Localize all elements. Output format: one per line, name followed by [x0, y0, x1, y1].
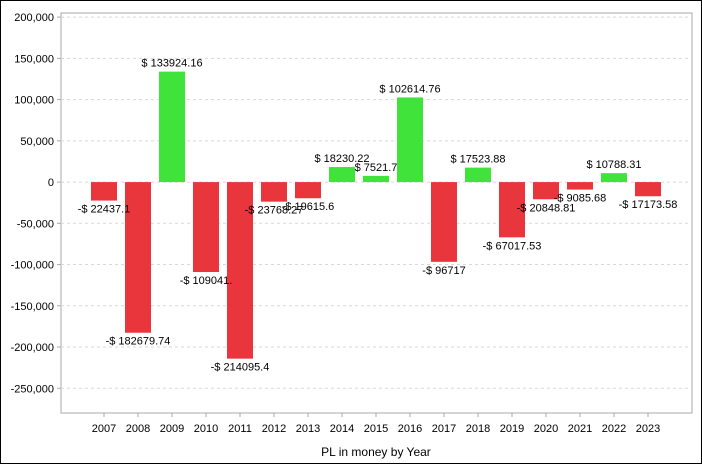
x-tick-label-2007: 2007	[92, 423, 116, 435]
data-label-2008: -$ 182679.74	[106, 336, 171, 348]
data-label-2015: $ 7521.7	[355, 162, 398, 174]
y-tick-label: 100,000	[14, 95, 54, 107]
x-axis-title: PL in money by Year	[321, 445, 431, 459]
bar-2023	[635, 182, 661, 197]
bars	[91, 71, 661, 359]
bar-2016	[397, 97, 423, 183]
y-axis-ticks: 200,000 150,000 100,000 50,000 0 -50,000 -100,…	[11, 12, 61, 395]
y-tick-label: 50,000	[20, 136, 54, 148]
x-tick-label-2016: 2016	[398, 423, 422, 435]
bar-2010	[193, 182, 219, 273]
bar-2019	[499, 182, 525, 238]
data-label-2010: -$ 109041.	[180, 275, 233, 287]
bar-2020	[533, 182, 559, 200]
x-tick-label-2019: 2019	[500, 423, 524, 435]
bar-2015	[363, 175, 389, 183]
x-tick-label-2018: 2018	[466, 423, 490, 435]
y-tick-label: 150,000	[14, 53, 54, 65]
y-tick-label: -250,000	[11, 383, 54, 395]
data-label-2019: -$ 67017.53	[483, 240, 542, 252]
data-label-2023: -$ 17173.58	[619, 199, 678, 211]
data-label-2020: -$ 20848.81	[517, 202, 576, 214]
bar-2021	[567, 182, 593, 190]
bar-2022	[601, 173, 627, 183]
bar-2013	[295, 182, 321, 199]
bar-2007	[91, 182, 117, 201]
y-tick-label: 0	[48, 177, 54, 189]
x-tick-label-2020: 2020	[534, 423, 558, 435]
y-tick-label: 200,000	[14, 12, 54, 24]
data-label-2017: -$ 96717	[422, 265, 465, 277]
bar-2012	[261, 182, 287, 202]
bar-2008	[125, 182, 151, 333]
x-tick-label-2021: 2021	[568, 423, 592, 435]
y-tick-label: -50,000	[17, 218, 54, 230]
plot-area	[60, 12, 693, 414]
bar-2014	[329, 167, 355, 183]
bar-2011	[227, 182, 253, 359]
bar-labels: -$ 22437.1 -$ 182679.74 $ 133924.16 -$ 1090…	[78, 58, 678, 374]
x-tick-label-2008: 2008	[126, 423, 150, 435]
data-label-2013: -$ 19615.6	[282, 201, 335, 213]
data-label-2016: $ 102614.76	[379, 83, 440, 95]
y-tick-label: -150,000	[11, 301, 54, 313]
y-tick-label: -100,000	[11, 260, 54, 272]
data-label-2011: -$ 214095.4	[211, 362, 270, 374]
x-tick-label-2017: 2017	[432, 423, 456, 435]
x-tick-label-2022: 2022	[602, 423, 626, 435]
data-label-2014: $ 18230.22	[314, 153, 369, 165]
x-tick-label-2012: 2012	[262, 423, 286, 435]
x-tick-label-2009: 2009	[160, 423, 184, 435]
x-tick-label-2023: 2023	[636, 423, 660, 435]
y-tick-label: -200,000	[11, 342, 54, 354]
data-label-2009: $ 133924.16	[141, 58, 202, 70]
data-label-2007: -$ 22437.1	[78, 204, 131, 216]
bar-2009	[159, 71, 185, 183]
x-tick-label-2013: 2013	[296, 423, 320, 435]
bar-2018	[465, 167, 491, 183]
x-tick-label-2014: 2014	[330, 423, 354, 435]
data-label-2022: $ 10788.31	[586, 159, 641, 171]
x-tick-label-2011: 2011	[228, 423, 252, 435]
bar-2017	[431, 182, 457, 262]
data-label-2021: -$ 9085.68	[554, 193, 607, 205]
data-label-2012: -$ 23768.27	[245, 205, 304, 217]
data-label-2018: $ 17523.88	[450, 154, 505, 166]
x-tick-label-2010: 2010	[194, 423, 218, 435]
x-axis-ticks: 2007 2008 2009 2010 2011 2012 2013 2014 2015 2016…	[92, 413, 660, 435]
x-tick-label-2015: 2015	[364, 423, 388, 435]
